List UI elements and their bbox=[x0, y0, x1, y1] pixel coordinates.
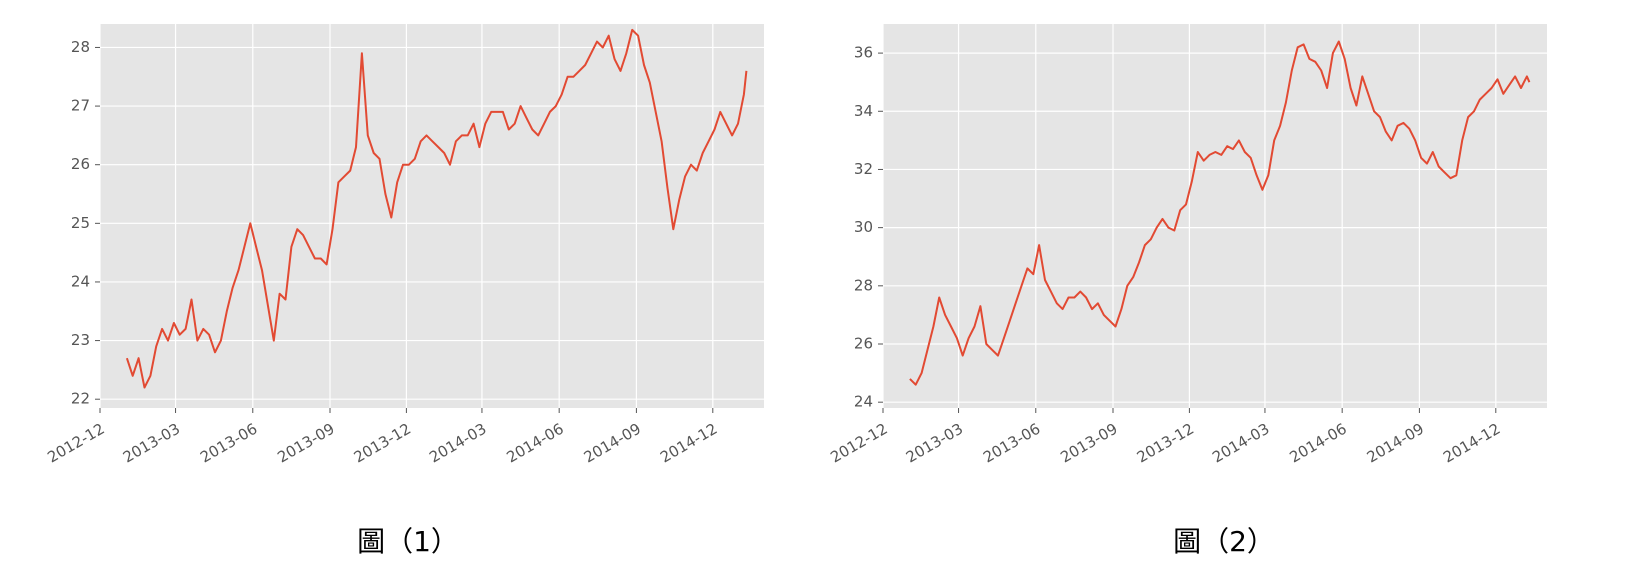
y-tick-label: 24 bbox=[71, 272, 90, 290]
x-tick-label: 2014-12 bbox=[1440, 420, 1503, 467]
x-tick-label: 2014-12 bbox=[657, 420, 720, 467]
series-line bbox=[125, 28, 748, 389]
chart-panel-1: 2012-12 2013-03 2013-06 2013-09 2013-12 2014-… bbox=[0, 0, 816, 587]
y-tick-label: 26 bbox=[71, 155, 90, 173]
x-tick-label: 2012-12 bbox=[44, 420, 107, 467]
series-line bbox=[909, 40, 1531, 386]
y-tick-label: 34 bbox=[854, 102, 873, 120]
y-tick-label: 36 bbox=[854, 44, 873, 62]
x-tick-label: 2014-03 bbox=[1209, 420, 1272, 467]
x-tick-label: 2012-12 bbox=[827, 420, 890, 467]
y-tick-label: 28 bbox=[854, 276, 873, 294]
y-tick-label: 32 bbox=[854, 160, 873, 178]
x-tick-label: 2014-06 bbox=[1286, 420, 1349, 467]
line-chart-2: 2012-12 2013-03 2013-06 2013-09 2013-12 2014-… bbox=[827, 24, 1547, 467]
plot-area bbox=[100, 24, 764, 408]
x-tick-label: 2013-12 bbox=[1134, 420, 1197, 467]
line-chart-1: 2012-12 2013-03 2013-06 2013-09 2013-12 2014-… bbox=[44, 24, 764, 467]
y-tick-label: 30 bbox=[854, 218, 873, 236]
y-tick-label: 27 bbox=[71, 97, 90, 115]
y-tick-label: 22 bbox=[71, 390, 90, 408]
x-tick-label: 2013-09 bbox=[1057, 420, 1120, 467]
x-tick-label: 2014-03 bbox=[426, 420, 489, 467]
x-tick-label: 2013-12 bbox=[351, 420, 414, 467]
y-tick-label: 23 bbox=[71, 331, 90, 349]
x-tick-label: 2013-03 bbox=[903, 420, 966, 467]
chart-caption-1: 圖（1） bbox=[357, 525, 459, 558]
plot-area bbox=[883, 24, 1547, 408]
y-tick-label: 26 bbox=[854, 335, 873, 353]
x-tick-label: 2014-09 bbox=[581, 420, 644, 467]
x-tick-label: 2013-06 bbox=[197, 420, 260, 467]
y-tick-label: 28 bbox=[71, 38, 90, 56]
y-tick-label: 25 bbox=[71, 214, 90, 232]
x-tick-label: 2013-06 bbox=[980, 420, 1043, 467]
chart-panel-2: 2012-12 2013-03 2013-06 2013-09 2013-12 2014-… bbox=[816, 0, 1632, 587]
y-tick-label: 24 bbox=[854, 393, 873, 411]
x-tick-label: 2013-03 bbox=[120, 420, 183, 467]
x-tick-label: 2014-09 bbox=[1364, 420, 1427, 467]
x-tick-label: 2013-09 bbox=[274, 420, 337, 467]
x-tick-label: 2014-06 bbox=[503, 420, 566, 467]
chart-caption-2: 圖（2） bbox=[1173, 525, 1275, 558]
